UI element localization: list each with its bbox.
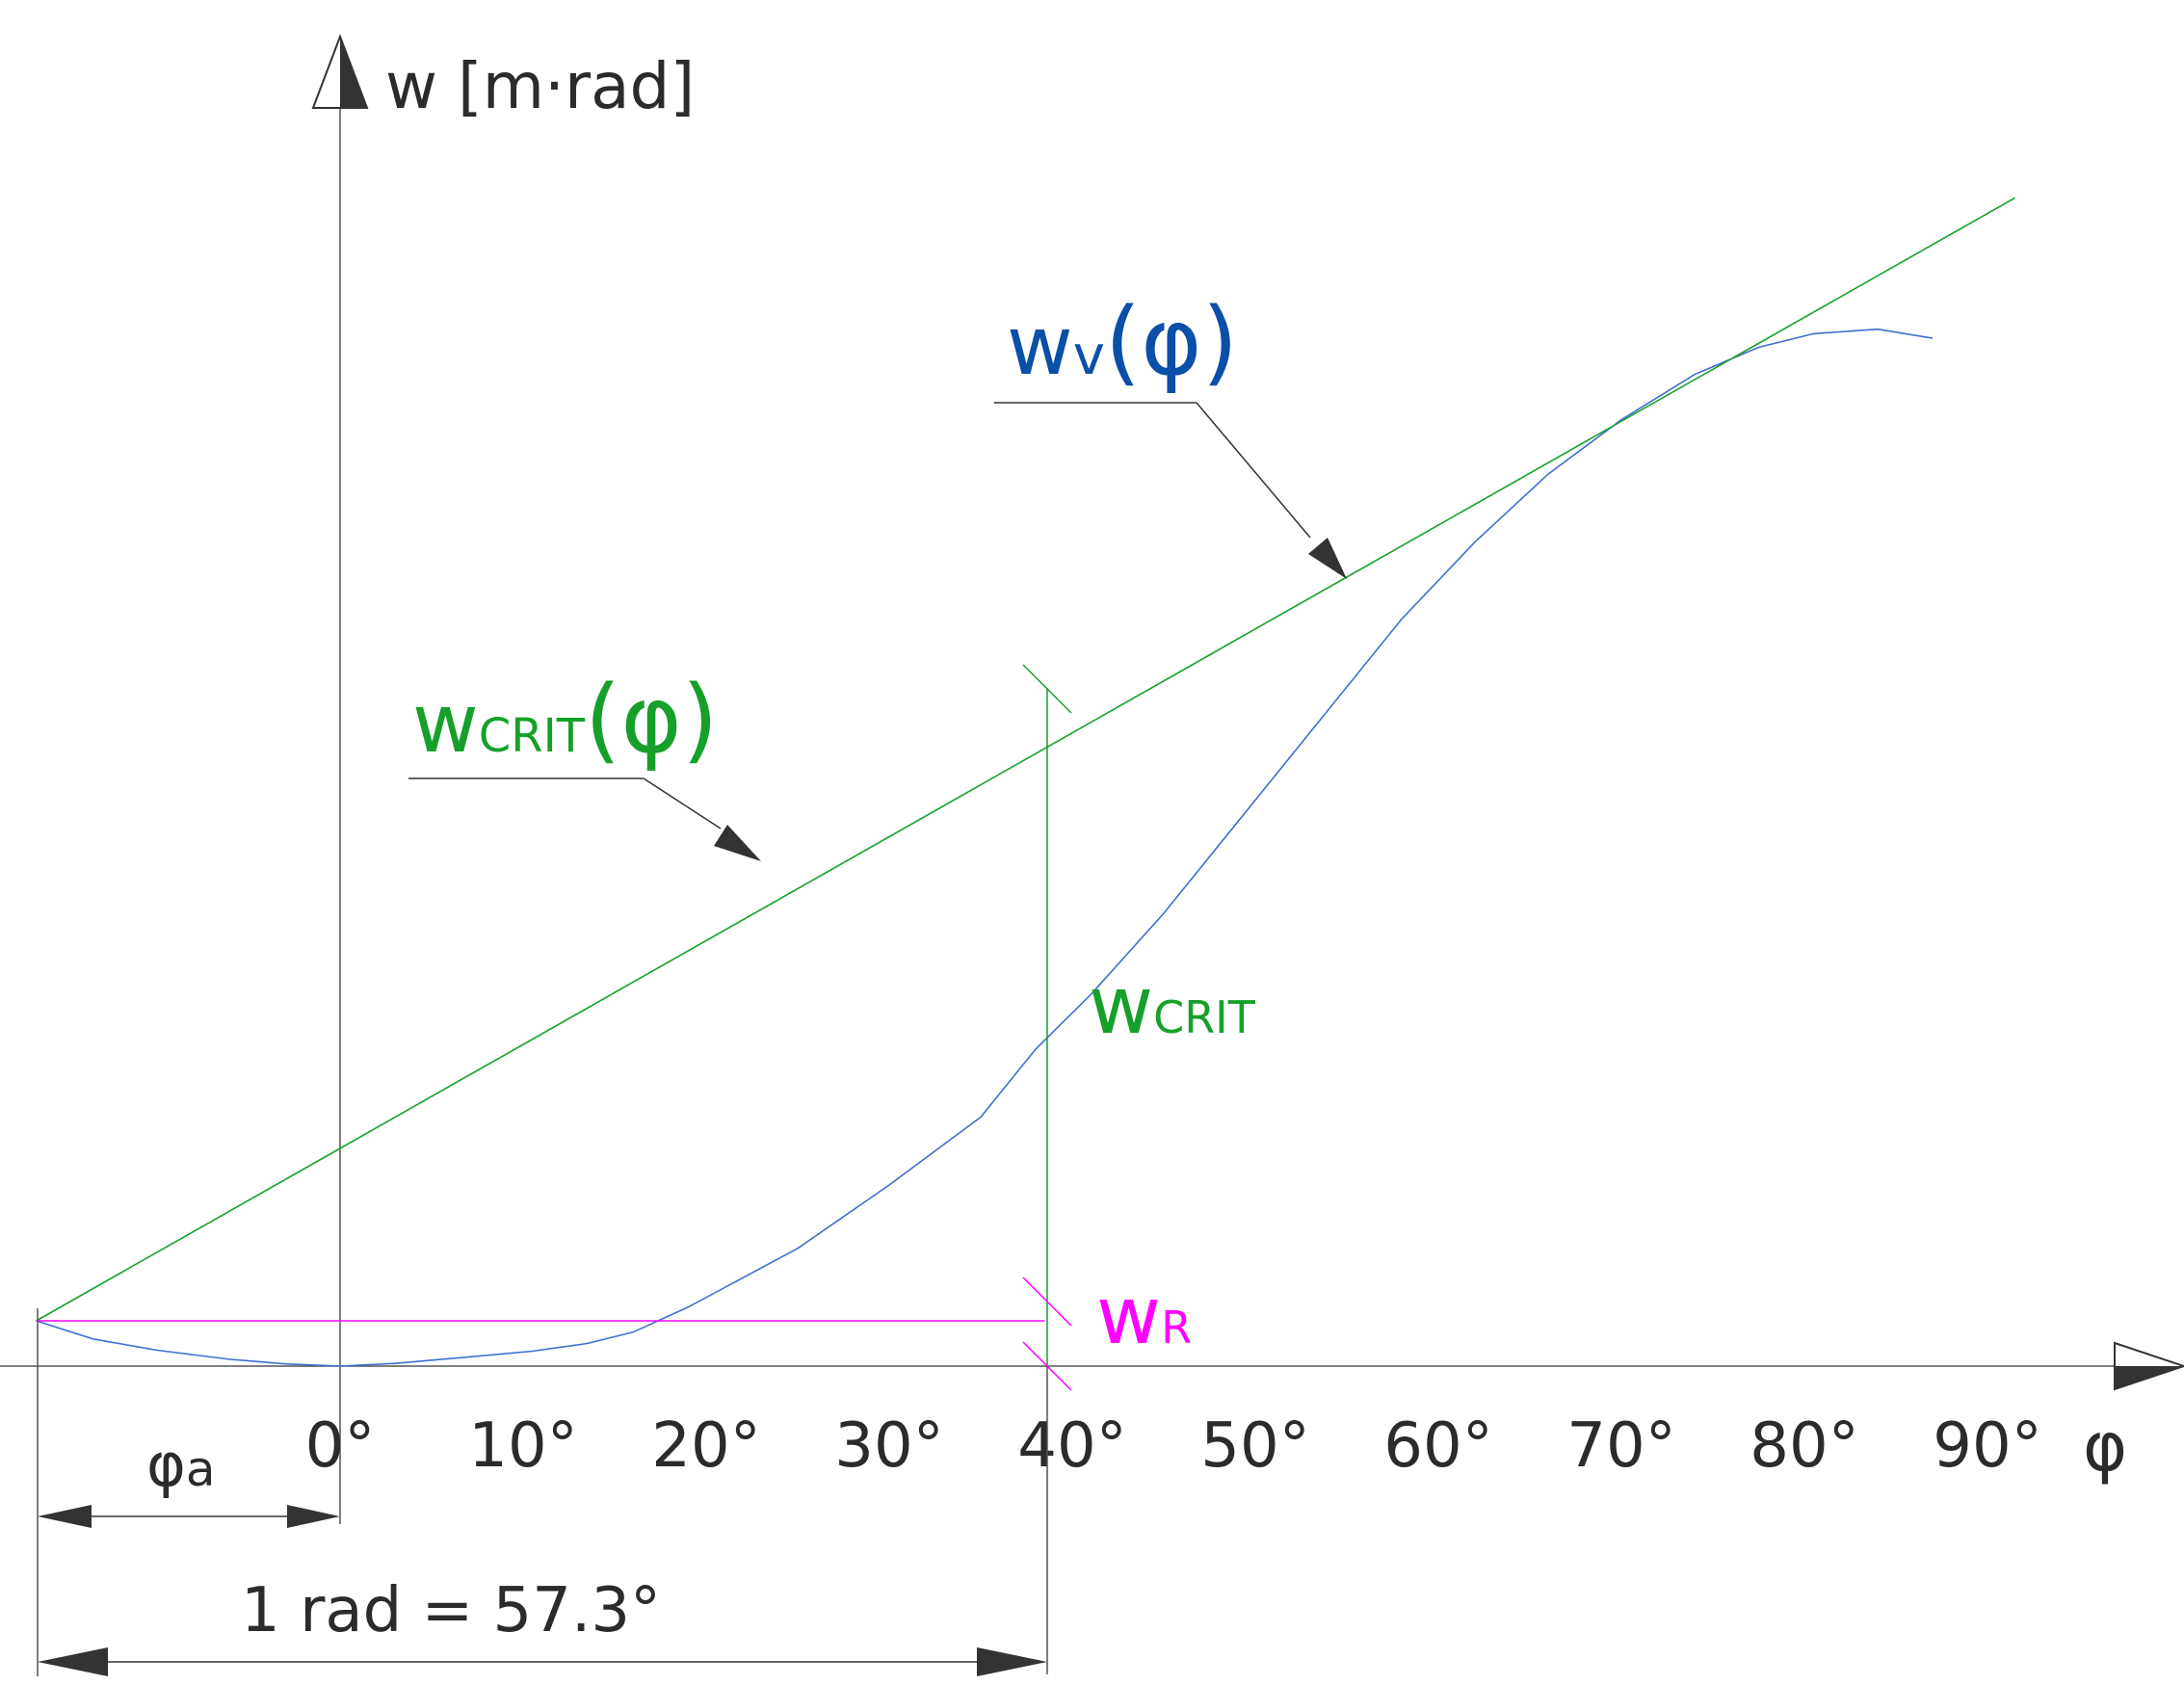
phi-a-label-main: φ xyxy=(146,1430,186,1500)
rad-arrow-left xyxy=(38,1647,108,1676)
wcrit-phi-label-main: w xyxy=(412,676,479,771)
phi-a-arrow-left xyxy=(38,1505,92,1528)
svg-text:wCRIT(φ): wCRIT(φ) xyxy=(412,666,718,774)
wcrit-label-sub: CRIT xyxy=(1153,991,1256,1043)
wv-curve xyxy=(36,328,1934,1367)
x-tick-label: 60° xyxy=(1383,1410,1492,1482)
wv-label: wv(φ) xyxy=(994,288,1347,579)
wcrit-tick-top xyxy=(1022,664,1072,714)
x-tick-label: 40° xyxy=(1017,1410,1126,1482)
wcrit-phi-label: wCRIT(φ) xyxy=(408,666,761,861)
wr-label-main: w xyxy=(1096,1271,1161,1362)
wv-leader-diagonal xyxy=(1196,402,1311,539)
wcrit-label-main: w xyxy=(1089,961,1153,1052)
wcrit-phi-label-arg: (φ) xyxy=(585,666,718,774)
y-axis-label: w [m·rad] xyxy=(385,49,695,123)
wv-label-arg: (φ) xyxy=(1105,288,1238,396)
x-axis-symbol: φ xyxy=(2083,1408,2127,1487)
x-tick-labels: 0° 10° 20° 30° 40° 50° 60° 70° 80° 90° xyxy=(305,1410,2042,1482)
wcrit-line xyxy=(36,197,2015,1322)
wr-label-sub: R xyxy=(1161,1302,1192,1354)
phi-a-label: φa xyxy=(146,1430,216,1500)
phi-a-arrow-right xyxy=(287,1505,340,1528)
wcrit-leader-arrow xyxy=(714,825,761,861)
wv-label-sub: v xyxy=(1073,325,1105,387)
x-axis-arrow-half xyxy=(2115,1366,2184,1389)
wcrit-leader-diagonal xyxy=(643,777,722,829)
x-tick-label: 10° xyxy=(468,1410,577,1482)
x-tick-label: 90° xyxy=(1933,1410,2041,1482)
rad-dimension-label: 1 rad = 57.3° xyxy=(241,1575,661,1646)
wr-label: wR xyxy=(1096,1271,1192,1362)
x-tick-label: 50° xyxy=(1200,1410,1309,1482)
svg-text:wv(φ): wv(φ) xyxy=(1007,288,1238,396)
rad-arrow-right xyxy=(977,1647,1047,1676)
y-axis-arrow-half xyxy=(340,37,367,108)
x-tick-label: 0° xyxy=(305,1410,376,1482)
wr-tick xyxy=(1022,1277,1072,1327)
wv-leader-arrow xyxy=(1308,538,1347,579)
wcrit-label: wCRIT xyxy=(1089,961,1256,1052)
data-lines xyxy=(36,197,2015,1367)
wv-label-main: w xyxy=(1007,299,1073,393)
x-tick-label: 80° xyxy=(1750,1410,1858,1482)
x-tick-label: 70° xyxy=(1566,1410,1675,1482)
phi-a-label-sub: a xyxy=(186,1441,216,1497)
x-tick-label: 20° xyxy=(651,1410,760,1482)
x-tick-label: 30° xyxy=(834,1410,943,1482)
wcrit-phi-label-sub: CRIT xyxy=(479,709,586,763)
